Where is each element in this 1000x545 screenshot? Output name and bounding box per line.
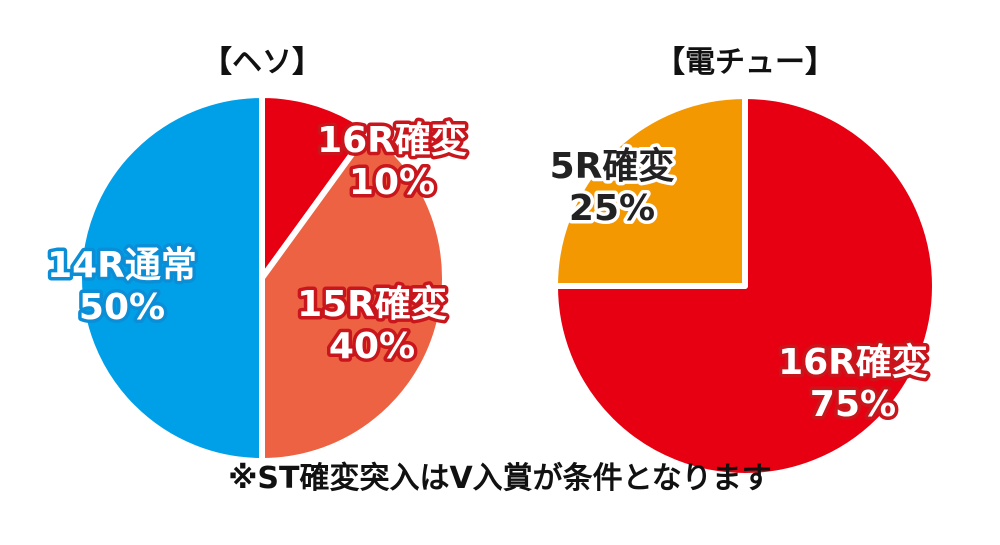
heso-slice-0-value-label: 10%	[349, 162, 435, 203]
denchu-slice-1-value-label: 25%	[569, 188, 655, 229]
heso-slice-1-label: 15R確変	[297, 283, 447, 325]
denchu-slice-0-label: 16R確変	[778, 341, 928, 383]
heso-slice-1-value-label: 40%	[329, 326, 415, 367]
heso-slice-0	[259, 92, 373, 281]
denchu-slice-0-value-label: 75%	[810, 384, 896, 425]
denchu-slice-1-label: 5R確変	[550, 145, 675, 187]
footnote: ※ST確変突入はV入賞が条件となります	[228, 461, 772, 496]
denchu-pie-chart	[552, 93, 938, 479]
heso-slice-0-label: 16R確変	[317, 119, 467, 161]
heso-slice-2	[76, 92, 265, 464]
heso-slice-1	[259, 126, 448, 464]
denchu-slice-1	[552, 93, 748, 289]
heso-slice-2-label: 14R通常	[47, 245, 197, 286]
heso-pie-chart	[76, 92, 448, 464]
heso-chart-title: 【ヘソ】	[202, 45, 322, 80]
denchu-chart-title: 【電チュー】	[655, 45, 835, 80]
heso-slice-2-value-label: 50%	[79, 287, 165, 328]
